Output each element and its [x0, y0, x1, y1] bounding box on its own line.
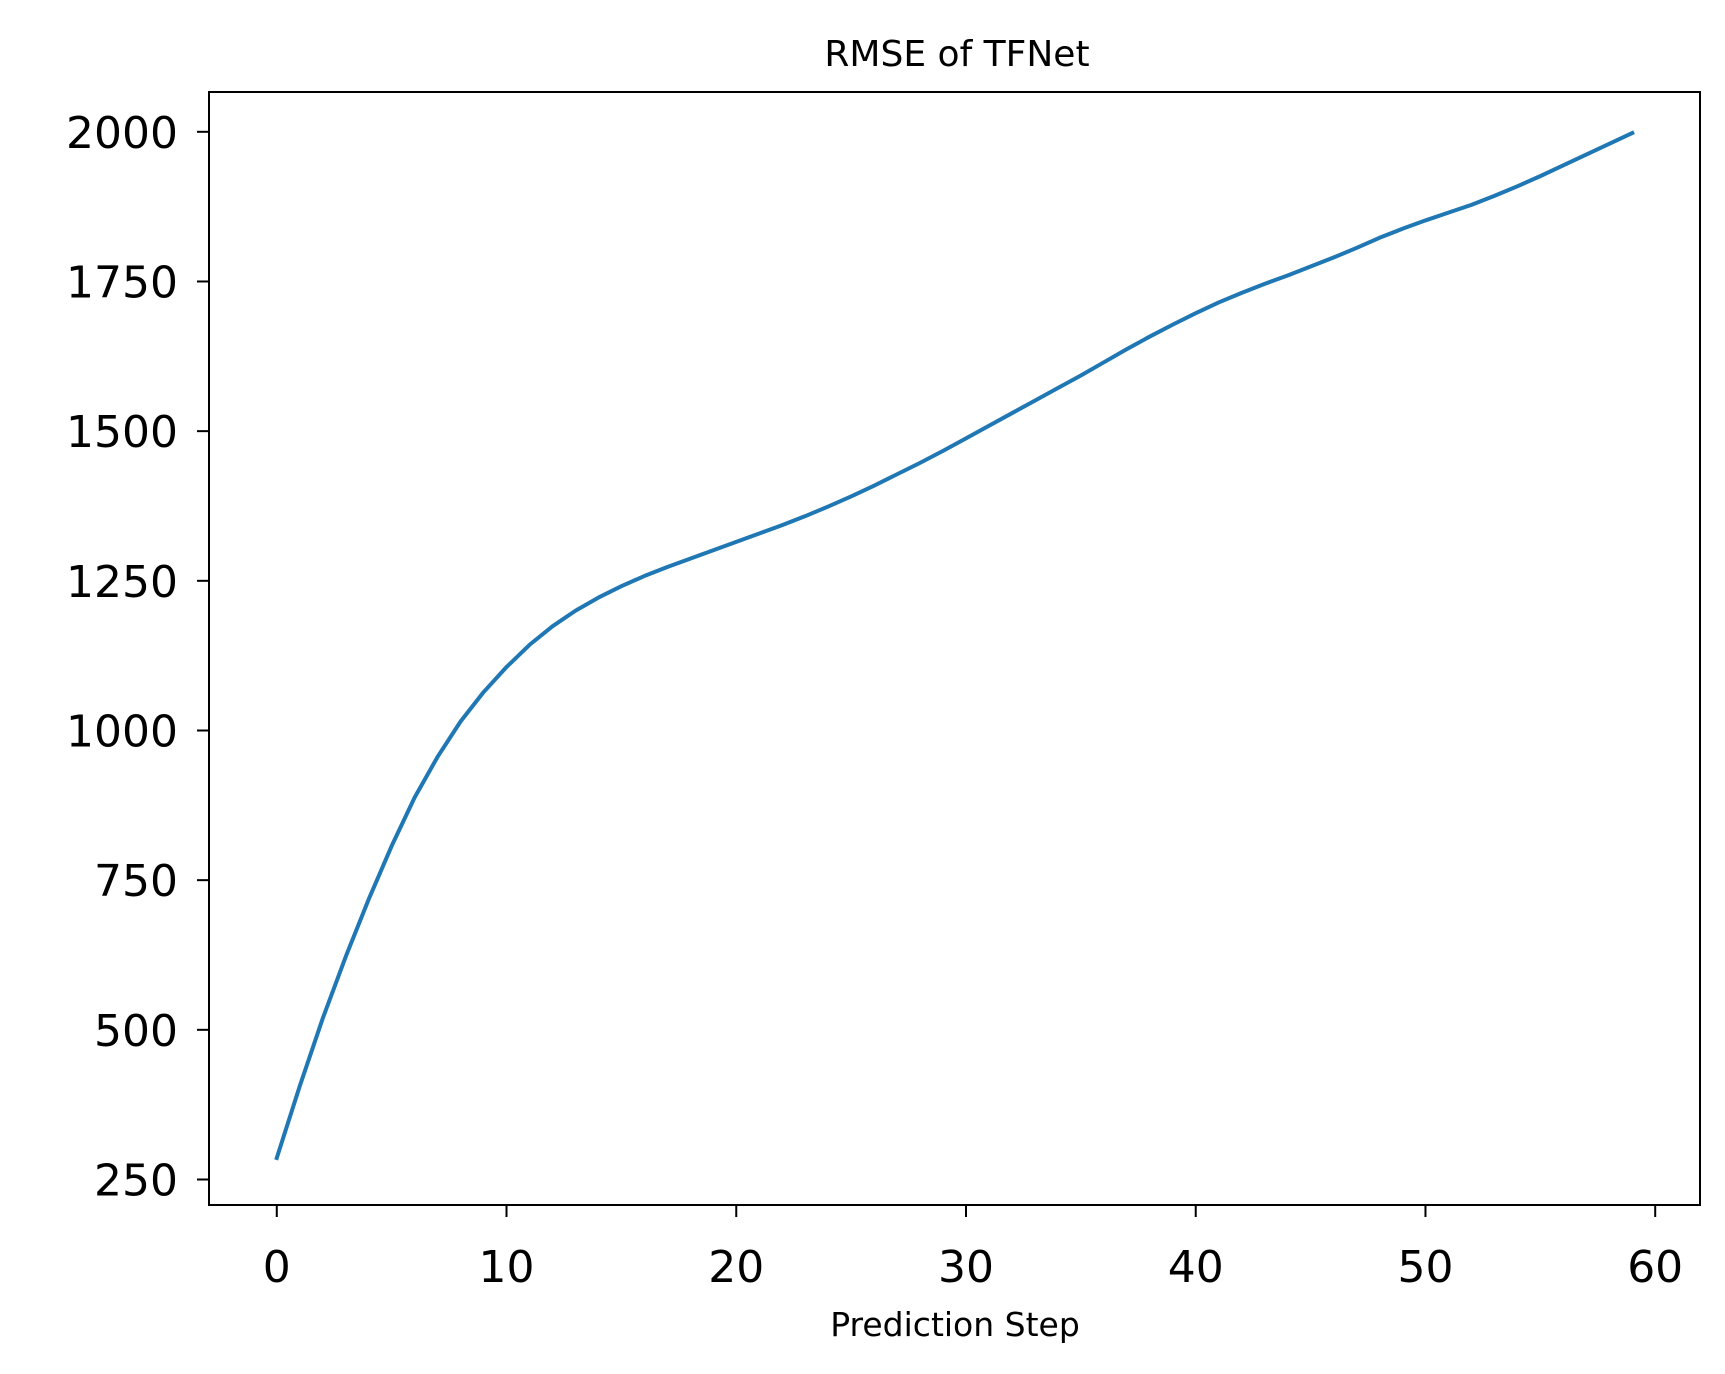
- chart-title: RMSE of TFNet: [824, 34, 1089, 75]
- series-line: [274, 130, 1635, 1161]
- y-tick-label: 500: [94, 1006, 178, 1057]
- y-tick-label: 250: [94, 1155, 178, 1206]
- x-tick-label: 60: [1627, 1242, 1683, 1293]
- y-tick-label: 2000: [66, 108, 178, 159]
- x-tick-label: 20: [708, 1242, 764, 1293]
- y-tick-label: 1750: [66, 257, 178, 308]
- x-tick-label: 10: [479, 1242, 535, 1293]
- x-axis-ticks: 0 10 20 30 40 50 60: [263, 1205, 1683, 1293]
- x-tick-label: 0: [263, 1242, 291, 1293]
- x-tick-label: 50: [1397, 1242, 1453, 1293]
- y-tick-label: 1250: [66, 557, 178, 608]
- y-tick-label: 1500: [66, 407, 178, 458]
- x-tick-label: 40: [1168, 1242, 1224, 1293]
- x-axis-label: Prediction Step: [830, 1305, 1080, 1344]
- x-tick-label: 30: [938, 1242, 994, 1293]
- y-tick-label: 750: [94, 856, 178, 907]
- y-tick-label: 1000: [66, 706, 178, 757]
- plot-area-frame: [208, 91, 1701, 1206]
- y-axis-ticks: 250 500 750 1000 1250 1500 1750 2000: [66, 108, 209, 1206]
